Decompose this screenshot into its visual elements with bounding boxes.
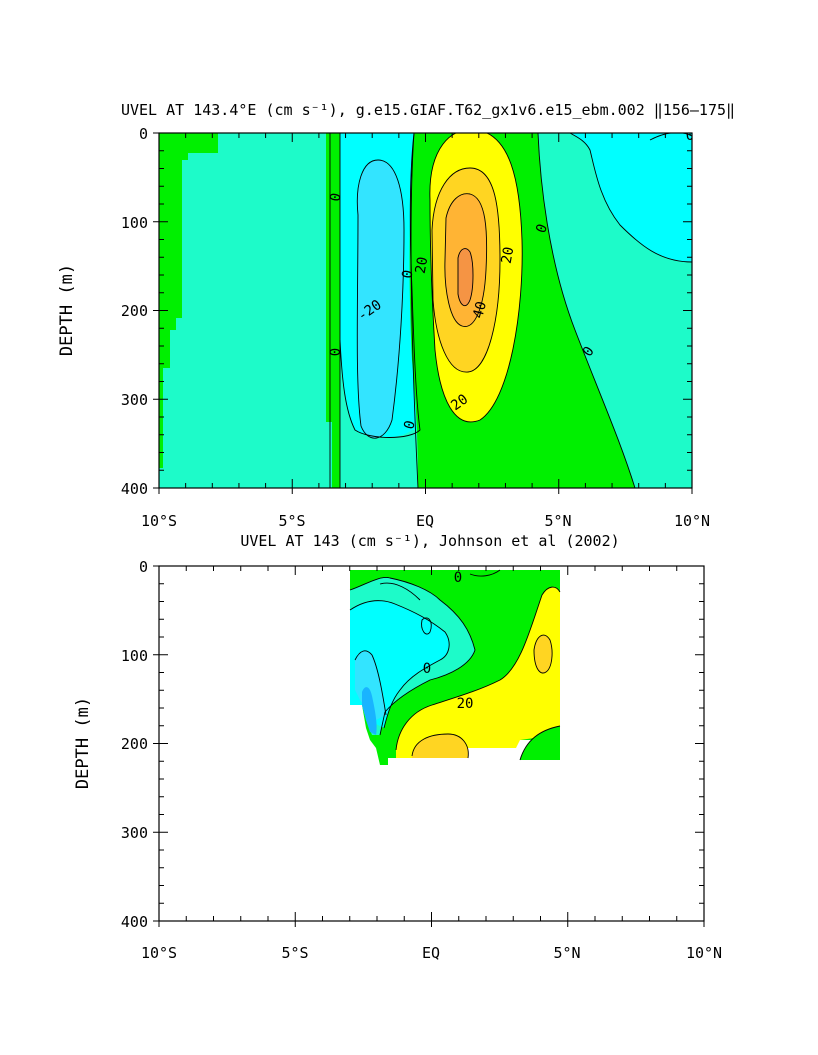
bottom-ticks <box>153 565 705 927</box>
top-y-tick-label: 300 <box>121 391 148 409</box>
bottom-x-tick-labels: 10°S 5°S EQ 5°N 10°N <box>141 944 722 962</box>
top-clabel: 0 <box>401 419 419 431</box>
top-y-tick-label: 0 <box>139 125 148 143</box>
top-x-tick-label: 5°N <box>544 512 571 530</box>
bottom-clabel: 0 <box>423 661 431 677</box>
top-x-tick-labels: 10°S 5°S EQ 5°N 10°N <box>141 512 710 530</box>
bottom-y-axis-label: DEPTH (m) <box>73 697 93 789</box>
bottom-x-tick-label: EQ <box>422 944 440 962</box>
top-contour-lines <box>329 133 692 488</box>
bottom-y-tick-label: 200 <box>121 735 148 753</box>
top-plot-area: 0 0 0 0 0 0 0 -20 20 20 20 40 <box>159 128 694 488</box>
bottom-clabel: 0 <box>454 570 462 586</box>
top-clabel: 20 <box>413 256 432 275</box>
bottom-x-tick-label: 10°N <box>686 944 722 962</box>
bottom-y-tick-label: 300 <box>121 824 148 842</box>
top-clabel: 0 <box>328 348 344 356</box>
top-fill-east-neg <box>570 133 692 262</box>
bottom-x-tick-label: 10°S <box>141 944 177 962</box>
bottom-x-tick-label: 5°N <box>553 944 580 962</box>
top-clabel: 40 <box>470 300 490 320</box>
bottom-fill-30 <box>412 734 469 758</box>
bottom-y-tick-label: 0 <box>139 558 148 576</box>
bottom-y-tick-label: 400 <box>121 913 148 931</box>
bottom-panel: UVEL AT 143 (cm s⁻¹), Johnson et al (200… <box>73 532 722 962</box>
top-land-west-strip <box>159 133 218 468</box>
bottom-plot-area: 0 0 20 <box>349 569 561 765</box>
top-y-tick-labels: 0 100 200 300 400 <box>121 125 148 498</box>
top-clabel: 20 <box>499 246 518 265</box>
bottom-y-tick-label: 100 <box>121 647 148 665</box>
bottom-fill-north-green <box>520 726 560 760</box>
top-clabel: 20 <box>448 391 471 414</box>
bottom-clabel: 20 <box>457 696 474 712</box>
top-contour-labels: 0 0 0 0 0 0 0 -20 20 20 20 40 <box>327 128 694 431</box>
bottom-y-tick-labels: 0 100 200 300 400 <box>121 558 148 931</box>
top-ticks <box>153 132 693 494</box>
top-y-tick-label: 400 <box>121 480 148 498</box>
top-clabel: 0 <box>327 192 344 203</box>
top-x-tick-label: 5°S <box>278 512 305 530</box>
top-y-tick-label: 100 <box>121 214 148 232</box>
top-land-coastal-band <box>326 133 340 488</box>
bottom-x-tick-label: 5°S <box>281 944 308 962</box>
top-x-tick-label: 10°N <box>674 512 710 530</box>
top-x-tick-label: EQ <box>416 512 434 530</box>
bottom-fill-20 <box>396 587 560 758</box>
top-y-axis-label: DEPTH (m) <box>57 264 77 356</box>
bottom-fill-30b <box>534 635 553 674</box>
top-fill-50 <box>458 248 473 306</box>
top-y-tick-label: 200 <box>121 302 148 320</box>
bottom-title: UVEL AT 143 (cm s⁻¹), Johnson et al (200… <box>240 532 619 550</box>
top-panel: UVEL AT 143.4°E (cm s⁻¹), g.e15.GIAF.T62… <box>57 101 735 530</box>
bottom-fill-neg30 <box>362 687 377 735</box>
bottom-contour-labels: 0 0 20 <box>423 570 474 712</box>
bottom-contour-lines <box>349 569 561 761</box>
top-title: UVEL AT 143.4°E (cm s⁻¹), g.e15.GIAF.T62… <box>121 101 735 119</box>
top-clabel: 0 <box>686 128 694 144</box>
top-clabel: 0 <box>399 269 416 280</box>
top-fill-neg20 <box>357 160 404 439</box>
top-x-tick-label: 10°S <box>141 512 177 530</box>
